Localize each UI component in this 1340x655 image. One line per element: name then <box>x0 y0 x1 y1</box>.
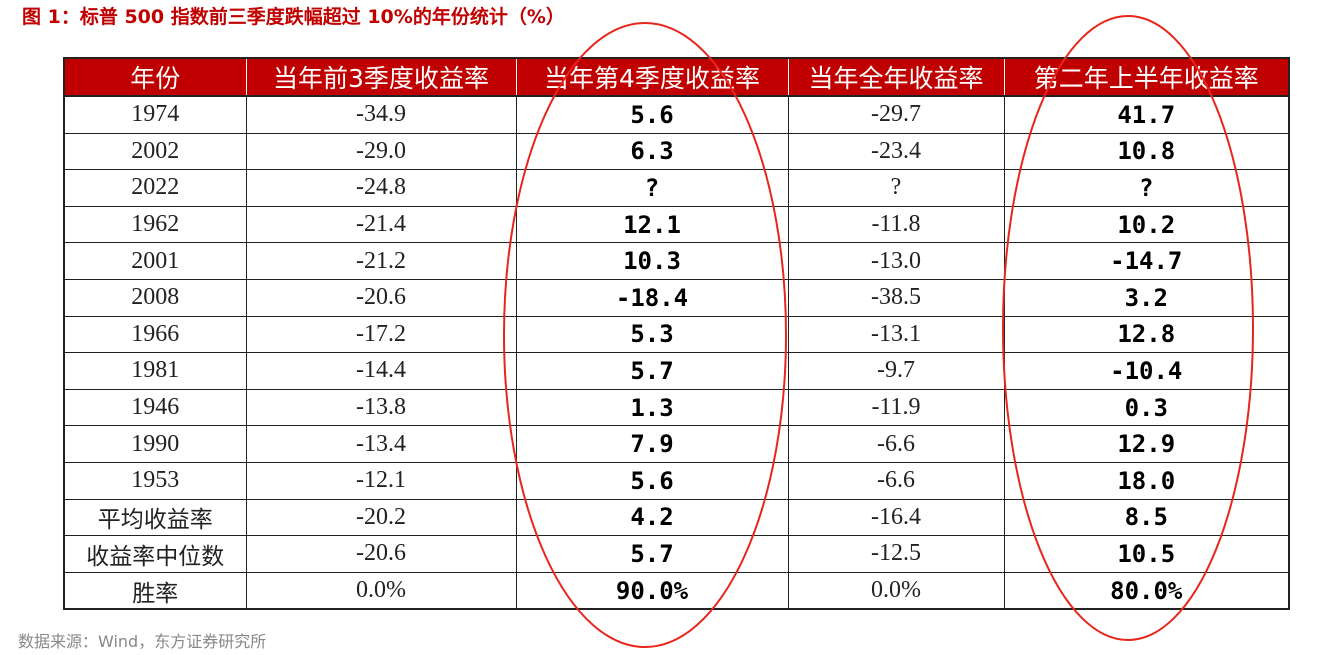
table-head: 年份 当年前3季度收益率 当年第4季度收益率 当年全年收益率 第二年上半年收益率 <box>63 57 1290 97</box>
table-cell: 5.7 <box>515 352 789 390</box>
row-label: 1990 <box>63 425 247 463</box>
row-label: 平均收益率 <box>63 498 247 537</box>
row-label: 1974 <box>63 95 247 134</box>
table-cell: -20.2 <box>245 498 517 537</box>
table-row: 2002 -29.0 6.3 -23.4 10.8 <box>63 132 1290 171</box>
row-label: 收益率中位数 <box>63 535 247 573</box>
table-cell: -17.2 <box>245 315 517 354</box>
table-row: 1966 -17.2 5.3 -13.1 12.8 <box>63 315 1290 354</box>
table-row: 胜率 0.0% 90.0% 0.0% 80.0% <box>63 571 1290 611</box>
table-row: 2008 -20.6 -18.4 -38.5 3.2 <box>63 278 1290 317</box>
table-cell: 4.2 <box>515 498 789 537</box>
row-label: 1981 <box>63 352 247 390</box>
table-cell: 5.7 <box>515 535 789 573</box>
row-label: 胜率 <box>63 571 247 611</box>
column-header: 当年第4季度收益率 <box>515 57 788 97</box>
table-cell: -20.6 <box>245 278 517 317</box>
table-cell: 10.3 <box>515 242 789 280</box>
table-cell: -14.4 <box>245 352 517 390</box>
table-cell: 12.9 <box>1003 425 1290 463</box>
table-cell: 8.5 <box>1003 498 1290 537</box>
table-cell: -11.8 <box>787 205 1005 244</box>
column-header: 当年前3季度收益率 <box>245 57 516 97</box>
table-cell: -11.9 <box>787 388 1005 427</box>
table-row: 1990 -13.4 7.9 -6.6 12.9 <box>63 425 1290 463</box>
row-label: 2002 <box>63 132 247 171</box>
table-cell: -12.5 <box>787 535 1005 573</box>
row-label: 2022 <box>63 169 247 207</box>
table-cell: 3.2 <box>1003 278 1290 317</box>
table-cell: -23.4 <box>787 132 1005 171</box>
table-cell: 80.0% <box>1003 571 1290 611</box>
row-label: 1962 <box>63 205 247 244</box>
table-cell: -10.4 <box>1003 352 1290 390</box>
table-cell: 6.3 <box>515 132 789 171</box>
table-cell: 5.3 <box>515 315 789 354</box>
table-cell: -34.9 <box>245 95 517 134</box>
table-cell: -20.6 <box>245 535 517 573</box>
table-cell: -12.1 <box>245 461 517 500</box>
table-cell: 1.3 <box>515 388 789 427</box>
table-row: 1946 -13.8 1.3 -11.9 0.3 <box>63 388 1290 427</box>
table-cell: -13.4 <box>245 425 517 463</box>
table-cell: -14.7 <box>1003 242 1290 280</box>
column-header: 第二年上半年收益率 <box>1003 57 1290 97</box>
table-cell: 12.1 <box>515 205 789 244</box>
row-label: 2008 <box>63 278 247 317</box>
table-cell: 0.0% <box>787 571 1005 611</box>
table-cell: -13.1 <box>787 315 1005 354</box>
table-cell: 10.5 <box>1003 535 1290 573</box>
table-cell: 5.6 <box>515 461 789 500</box>
title: 图 1：标普 500 指数前三季度跌幅超过 10%的年份统计（%） <box>22 6 565 28</box>
table-cell: -16.4 <box>787 498 1005 537</box>
column-header: 当年全年收益率 <box>787 57 1004 97</box>
table-cell: -13.0 <box>787 242 1005 280</box>
table-cell: ? <box>1003 169 1290 207</box>
table-row: 1974 -34.9 5.6 -29.7 41.7 <box>63 95 1290 134</box>
table-cell: 0.0% <box>245 571 517 611</box>
table-cell: -9.7 <box>787 352 1005 390</box>
table-cell: ? <box>515 169 789 207</box>
table-body: 1974 -34.9 5.6 -29.7 41.7 2002 -29.0 6.3 -23.4 10… <box>63 95 1290 611</box>
table-cell: -38.5 <box>787 278 1005 317</box>
header-row: 年份 当年前3季度收益率 当年第4季度收益率 当年全年收益率 第二年上半年收益率 <box>63 57 1290 97</box>
row-label: 2001 <box>63 242 247 280</box>
table-cell: -29.7 <box>787 95 1005 134</box>
table-cell: -24.8 <box>245 169 517 207</box>
table-row: 1962 -21.4 12.1 -11.8 10.2 <box>63 205 1290 244</box>
table-cell: -21.2 <box>245 242 517 280</box>
source-note: 数据来源：Wind，东方证券研究所 <box>18 632 267 651</box>
table-cell: 7.9 <box>515 425 789 463</box>
data-table: 年份 当年前3季度收益率 当年第4季度收益率 当年全年收益率 第二年上半年收益率 197… <box>63 57 1290 611</box>
table-row: 1953 -12.1 5.6 -6.6 18.0 <box>63 461 1290 500</box>
table-row: 收益率中位数 -20.6 5.7 -12.5 10.5 <box>63 535 1290 573</box>
table-cell: 41.7 <box>1003 95 1290 134</box>
table-cell: -29.0 <box>245 132 517 171</box>
table-cell: -13.8 <box>245 388 517 427</box>
table-cell: 10.2 <box>1003 205 1290 244</box>
table-cell: 10.8 <box>1003 132 1290 171</box>
table-cell: -6.6 <box>787 461 1005 500</box>
table-cell: -21.4 <box>245 205 517 244</box>
table-row: 1981 -14.4 5.7 -9.7 -10.4 <box>63 352 1290 390</box>
table-cell: -6.6 <box>787 425 1005 463</box>
table-cell: -18.4 <box>515 278 789 317</box>
table-cell: 5.6 <box>515 95 789 134</box>
table-row: 平均收益率 -20.2 4.2 -16.4 8.5 <box>63 498 1290 537</box>
table-cell: 90.0% <box>515 571 789 611</box>
table-cell: 0.3 <box>1003 388 1290 427</box>
table-row: 2001 -21.2 10.3 -13.0 -14.7 <box>63 242 1290 280</box>
row-label: 1966 <box>63 315 247 354</box>
table-cell: ? <box>787 169 1005 207</box>
table-row: 2022 -24.8??? <box>63 169 1290 207</box>
table-cell: 18.0 <box>1003 461 1290 500</box>
row-label: 1946 <box>63 388 247 427</box>
table-cell: 12.8 <box>1003 315 1290 354</box>
column-header: 年份 <box>63 57 246 97</box>
row-label: 1953 <box>63 461 247 500</box>
